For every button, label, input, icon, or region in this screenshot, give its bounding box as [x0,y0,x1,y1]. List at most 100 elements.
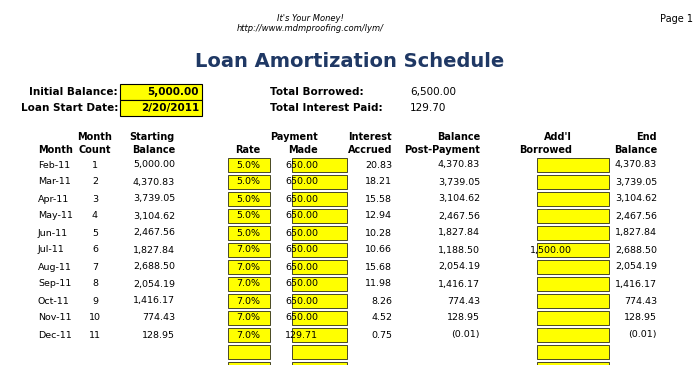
FancyBboxPatch shape [228,175,270,189]
FancyBboxPatch shape [228,260,270,274]
Text: 7.0%: 7.0% [236,280,260,288]
Text: 8.26: 8.26 [371,296,392,306]
FancyBboxPatch shape [228,209,270,223]
Text: 5.0%: 5.0% [236,228,260,238]
Text: Payment: Payment [270,132,318,142]
FancyBboxPatch shape [292,311,347,325]
FancyBboxPatch shape [228,277,270,291]
Text: 128.95: 128.95 [624,314,657,323]
Text: Jul-11: Jul-11 [38,246,64,254]
Text: 650.00: 650.00 [285,314,318,323]
FancyBboxPatch shape [292,192,347,206]
Text: Feb-11: Feb-11 [38,161,70,169]
Text: 6: 6 [92,246,98,254]
Text: 15.68: 15.68 [365,262,392,272]
Text: Balance: Balance [437,132,480,142]
Text: 11: 11 [89,330,101,339]
Text: Month: Month [78,132,113,142]
Text: 15.58: 15.58 [365,195,392,204]
Text: Oct-11: Oct-11 [38,296,70,306]
Text: Starting: Starting [130,132,175,142]
FancyBboxPatch shape [292,345,347,359]
FancyBboxPatch shape [537,345,609,359]
Text: Balance: Balance [614,145,657,155]
Text: Total Interest Paid:: Total Interest Paid: [270,103,383,113]
FancyBboxPatch shape [537,260,609,274]
Text: Made: Made [288,145,318,155]
FancyBboxPatch shape [537,294,609,308]
Text: 6,500.00: 6,500.00 [410,87,456,97]
Text: It's Your Money!: It's Your Money! [276,14,344,23]
FancyBboxPatch shape [537,277,609,291]
Text: Sep-11: Sep-11 [38,280,71,288]
Text: Mar-11: Mar-11 [38,177,71,187]
Text: 2,688.50: 2,688.50 [133,262,175,272]
Text: 3: 3 [92,195,98,204]
Text: 3,739.05: 3,739.05 [615,177,657,187]
Text: Page 1: Page 1 [660,14,693,24]
Text: 650.00: 650.00 [285,280,318,288]
FancyBboxPatch shape [537,175,609,189]
Text: Apr-11: Apr-11 [38,195,69,204]
FancyBboxPatch shape [228,311,270,325]
Text: 4,370.83: 4,370.83 [615,161,657,169]
FancyBboxPatch shape [537,243,609,257]
Text: 11.98: 11.98 [365,280,392,288]
FancyBboxPatch shape [537,226,609,240]
FancyBboxPatch shape [292,260,347,274]
Text: 1,416.17: 1,416.17 [438,280,480,288]
Text: 8: 8 [92,280,98,288]
Text: Count: Count [78,145,111,155]
FancyBboxPatch shape [537,158,609,172]
Text: 7.0%: 7.0% [236,262,260,272]
FancyBboxPatch shape [228,158,270,172]
Text: Accrued: Accrued [347,145,392,155]
Text: 5.0%: 5.0% [236,177,260,187]
Text: 5,000.00: 5,000.00 [133,161,175,169]
Text: 5,000.00: 5,000.00 [148,87,199,97]
FancyBboxPatch shape [292,277,347,291]
Text: 3,104.62: 3,104.62 [615,195,657,204]
Text: 650.00: 650.00 [285,262,318,272]
FancyBboxPatch shape [228,226,270,240]
FancyBboxPatch shape [228,362,270,365]
Text: Initial Balance:: Initial Balance: [29,87,118,97]
Text: Dec-11: Dec-11 [38,330,71,339]
FancyBboxPatch shape [228,243,270,257]
Text: 18.21: 18.21 [365,177,392,187]
FancyBboxPatch shape [292,243,347,257]
FancyBboxPatch shape [537,311,609,325]
FancyBboxPatch shape [292,328,347,342]
Text: 5.0%: 5.0% [236,195,260,204]
Text: 3,104.62: 3,104.62 [438,195,480,204]
Text: 1,416.17: 1,416.17 [133,296,175,306]
Text: 2,688.50: 2,688.50 [615,246,657,254]
Text: 129.71: 129.71 [285,330,318,339]
Text: 7.0%: 7.0% [236,330,260,339]
Text: 1: 1 [92,161,98,169]
Text: 2,467.56: 2,467.56 [438,211,480,220]
Text: 1,500.00: 1,500.00 [530,246,572,254]
Text: End: End [636,132,657,142]
Text: 5: 5 [92,228,98,238]
FancyBboxPatch shape [228,294,270,308]
Text: 128.95: 128.95 [447,314,480,323]
Text: 10.28: 10.28 [365,228,392,238]
FancyBboxPatch shape [292,294,347,308]
Text: 2: 2 [92,177,98,187]
Text: Jun-11: Jun-11 [38,228,68,238]
Text: 650.00: 650.00 [285,161,318,169]
FancyBboxPatch shape [120,84,202,100]
Text: 3,104.62: 3,104.62 [133,211,175,220]
Text: 5.0%: 5.0% [236,161,260,169]
Text: 1,416.17: 1,416.17 [615,280,657,288]
Text: Add'l: Add'l [544,132,572,142]
Text: 2,054.19: 2,054.19 [438,262,480,272]
FancyBboxPatch shape [537,362,609,365]
Text: 1,827.84: 1,827.84 [438,228,480,238]
Text: 12.94: 12.94 [365,211,392,220]
Text: 2/20/2011: 2/20/2011 [141,103,199,113]
Text: 1,188.50: 1,188.50 [438,246,480,254]
Text: 2,467.56: 2,467.56 [133,228,175,238]
Text: Aug-11: Aug-11 [38,262,72,272]
